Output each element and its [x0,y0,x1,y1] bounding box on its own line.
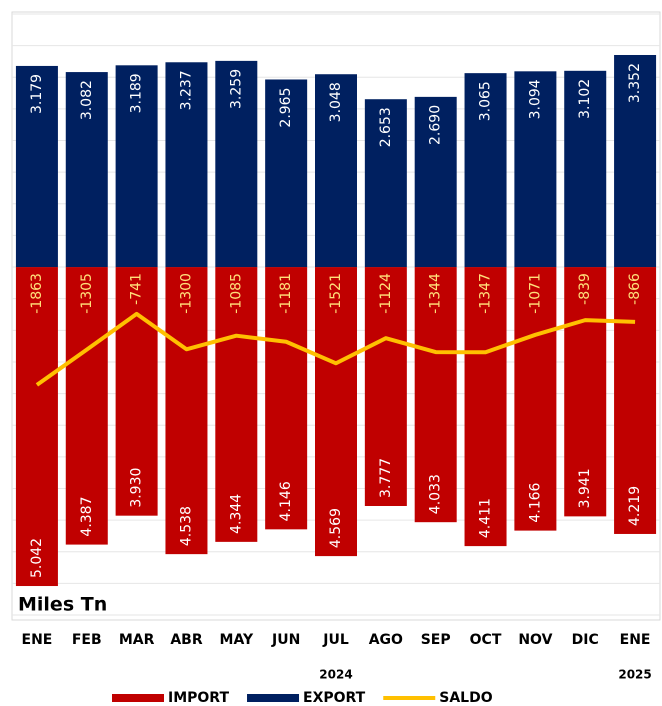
value-label: 4.569 [328,508,344,548]
value-label: 3.259 [228,69,244,109]
bar [364,267,407,506]
bar [464,73,507,268]
x-tick-label: ENE [22,632,53,648]
value-label: 4.146 [278,481,294,521]
bar [414,267,457,523]
bar [414,96,457,268]
value-label: -1344 [428,273,444,314]
bar [165,267,208,555]
value-label: 5.042 [29,538,45,578]
bar [265,79,308,268]
bar [15,267,58,587]
value-label: 2.653 [378,107,394,147]
x-tick-label: MAY [220,632,254,648]
value-label: -1124 [378,273,394,314]
bar [315,74,357,268]
x-tick-label: JUN [271,632,300,648]
value-label: 3.930 [129,468,145,508]
legend-swatch [247,694,300,702]
value-label: 4.538 [178,506,194,546]
x-tick-label: AGO [369,632,403,648]
value-label: 3.094 [527,79,543,119]
x-tick-label: JUL [322,632,349,648]
value-label: -1071 [527,273,543,314]
bar [514,267,557,531]
value-label: 3.352 [627,63,643,103]
bar [115,65,158,268]
unit-label: Miles Tn [18,594,107,616]
value-label: -741 [129,273,145,305]
bar [15,65,58,268]
value-label: 3.048 [328,82,344,122]
value-label: 3.065 [478,81,494,121]
value-label: 3.082 [79,80,95,120]
bar [614,54,657,268]
value-label: -1863 [29,273,45,314]
value-label: -1300 [178,273,194,314]
x-tick-label: SEP [421,632,451,648]
value-label: 3.102 [577,79,593,119]
x-tick-label: OCT [470,632,502,648]
value-label: 2.965 [278,87,294,127]
value-label: 4.344 [228,494,244,534]
bar [564,267,607,517]
value-label: 3.237 [178,70,194,110]
value-label: -1181 [278,273,294,314]
value-label: 3.777 [378,458,394,498]
line [35,311,636,387]
bar [464,267,507,547]
bar [364,99,407,268]
x-tick-label: FEB [72,632,102,648]
value-label: 4.166 [527,482,543,522]
value-label: -1521 [328,273,344,314]
legend-label: SALDO [439,690,492,706]
value-label: -839 [577,273,593,305]
value-label: 3.179 [29,74,45,114]
year-label: 2025 [618,668,651,682]
value-label: 4.033 [428,474,444,514]
bar [65,267,108,545]
value-label: 3.941 [577,468,593,508]
value-label: -1347 [478,273,494,314]
value-label: -866 [627,273,643,305]
value-label: 4.387 [79,496,95,536]
bar [265,267,308,530]
value-label: 4.411 [478,498,494,538]
value-label: 2.690 [428,105,444,145]
bar [165,62,208,268]
bar [564,70,607,268]
x-tick-label: ENE [620,632,651,648]
year-label: 2024 [319,668,352,682]
legend-label: EXPORT [303,690,366,706]
bar [115,267,158,516]
x-tick-label: MAR [119,632,155,648]
bar [215,60,258,268]
legend-swatch [112,694,164,702]
x-tick-label: NOV [518,632,552,648]
bar [514,71,557,268]
value-label: 4.219 [627,486,643,526]
bar [65,72,108,268]
bar [614,267,657,534]
x-tick-label: ABR [170,632,203,648]
value-label: 3.189 [129,73,145,113]
x-tick-label: DIC [572,632,599,648]
bar [315,267,357,557]
value-label: -1085 [228,273,244,314]
legend-label: IMPORT [168,690,229,706]
bar [215,267,258,542]
value-label: -1305 [79,273,95,314]
